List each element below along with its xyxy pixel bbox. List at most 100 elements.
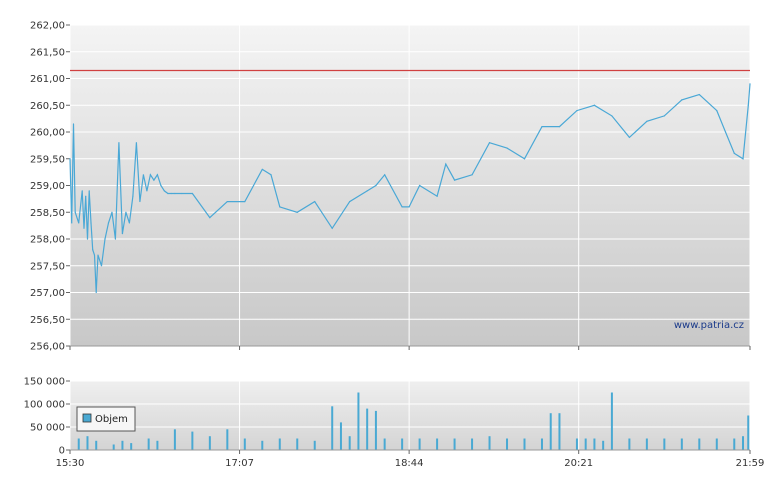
x-tick-label: 18:44 bbox=[395, 458, 424, 469]
price-point bbox=[488, 142, 491, 144]
price-point bbox=[163, 190, 165, 192]
x-tick-label: 15:30 bbox=[56, 458, 85, 469]
price-point bbox=[408, 206, 410, 208]
volume-y-tick-label: 150 000 bbox=[24, 377, 65, 388]
price-point bbox=[628, 136, 630, 138]
x-tick-label: 17:07 bbox=[225, 458, 254, 469]
x-tick-label: 21:59 bbox=[736, 458, 765, 469]
price-point bbox=[576, 110, 578, 112]
price-point bbox=[78, 222, 80, 224]
volume-y-axis: 0 50 000 100 000 150 000 bbox=[24, 377, 70, 457]
price-point bbox=[170, 192, 172, 195]
volume-x-axis: 15:30 17:07 18:44 20:21 21:59 bbox=[56, 450, 765, 469]
price-point bbox=[314, 200, 316, 203]
price-point bbox=[716, 110, 718, 112]
legend: Objem bbox=[76, 406, 136, 432]
price-point bbox=[125, 211, 127, 213]
price-point bbox=[167, 192, 169, 195]
volume-bar bbox=[348, 436, 351, 450]
price-point bbox=[135, 142, 138, 144]
price-point bbox=[453, 179, 456, 181]
volume-bar bbox=[86, 436, 89, 450]
price-y-tick-label: 259,00 bbox=[30, 181, 65, 192]
volume-bar bbox=[418, 438, 421, 450]
price-point bbox=[85, 195, 87, 197]
price-point bbox=[646, 120, 648, 122]
price-y-tick-label: 261,50 bbox=[30, 47, 65, 58]
volume-y-tick-label: 100 000 bbox=[24, 400, 65, 411]
price-point bbox=[118, 142, 120, 144]
price-point bbox=[142, 174, 145, 176]
price-point bbox=[209, 217, 211, 219]
volume-bar bbox=[628, 438, 631, 450]
volume-bar bbox=[680, 438, 683, 450]
volume-bar bbox=[173, 429, 176, 450]
volume-bar bbox=[339, 422, 342, 450]
volume-bar bbox=[610, 392, 613, 450]
volume-bar bbox=[313, 440, 316, 450]
price-point bbox=[107, 222, 110, 224]
volume-bar bbox=[549, 413, 552, 450]
price-point bbox=[366, 190, 368, 192]
price-point bbox=[611, 115, 613, 117]
price-point bbox=[88, 190, 90, 192]
price-point bbox=[724, 131, 727, 133]
volume-bar bbox=[488, 436, 491, 450]
volume-bar bbox=[95, 440, 98, 450]
volume-plot-area bbox=[70, 381, 750, 450]
price-point bbox=[174, 192, 176, 195]
price-point bbox=[270, 174, 272, 176]
volume-bar bbox=[506, 438, 509, 450]
price-point bbox=[149, 174, 152, 176]
watermark: www.patria.cz bbox=[674, 320, 744, 331]
volume-bar bbox=[226, 429, 229, 450]
price-point bbox=[69, 158, 71, 160]
price-y-tick-label: 256,00 bbox=[30, 342, 65, 353]
price-point bbox=[506, 147, 508, 149]
price-series-line bbox=[69, 83, 751, 293]
price-point bbox=[121, 233, 124, 235]
price-point bbox=[523, 158, 526, 160]
volume-bar bbox=[645, 438, 648, 450]
price-point bbox=[90, 222, 92, 224]
price-point bbox=[104, 238, 106, 240]
volume-bar bbox=[602, 440, 605, 450]
volume-bar bbox=[575, 438, 578, 450]
price-x-ticks bbox=[69, 346, 751, 350]
price-point bbox=[349, 200, 351, 203]
volume-bar bbox=[121, 440, 124, 450]
volume-bar bbox=[747, 415, 750, 450]
price-point bbox=[97, 254, 99, 256]
volume-bar bbox=[715, 438, 718, 450]
price-y-tick-label: 257,50 bbox=[30, 261, 65, 272]
price-point bbox=[681, 99, 683, 101]
price-point bbox=[244, 200, 246, 203]
price-y-tick-label: 258,00 bbox=[30, 235, 65, 246]
volume-bar bbox=[191, 431, 194, 450]
volume-bar bbox=[261, 440, 264, 450]
volume-bar bbox=[357, 392, 360, 450]
volume-bar bbox=[147, 438, 150, 450]
volume-bar bbox=[130, 443, 133, 450]
price-point bbox=[74, 211, 76, 213]
price-point bbox=[86, 238, 89, 240]
price-y-tick-label: 258,50 bbox=[30, 208, 65, 219]
price-point bbox=[156, 174, 159, 176]
price-y-axis: 256,00 256,50 257,00 257,50 258,00 258,50 259,… bbox=[30, 21, 70, 353]
volume-bar bbox=[366, 408, 369, 450]
volume-bars bbox=[77, 392, 750, 450]
volume-bar bbox=[77, 438, 80, 450]
volume-bar bbox=[296, 438, 299, 450]
price-y-tick-label: 260,00 bbox=[30, 128, 65, 139]
price-point bbox=[83, 227, 85, 229]
price-point bbox=[153, 179, 155, 181]
volume-bar bbox=[278, 438, 281, 450]
price-point bbox=[146, 190, 148, 192]
price-point bbox=[419, 184, 421, 187]
x-tick-label: 20:21 bbox=[564, 458, 593, 469]
price-point bbox=[279, 206, 281, 208]
price-point bbox=[139, 200, 141, 203]
legend-label: Objem bbox=[95, 414, 128, 425]
price-point bbox=[436, 195, 438, 197]
